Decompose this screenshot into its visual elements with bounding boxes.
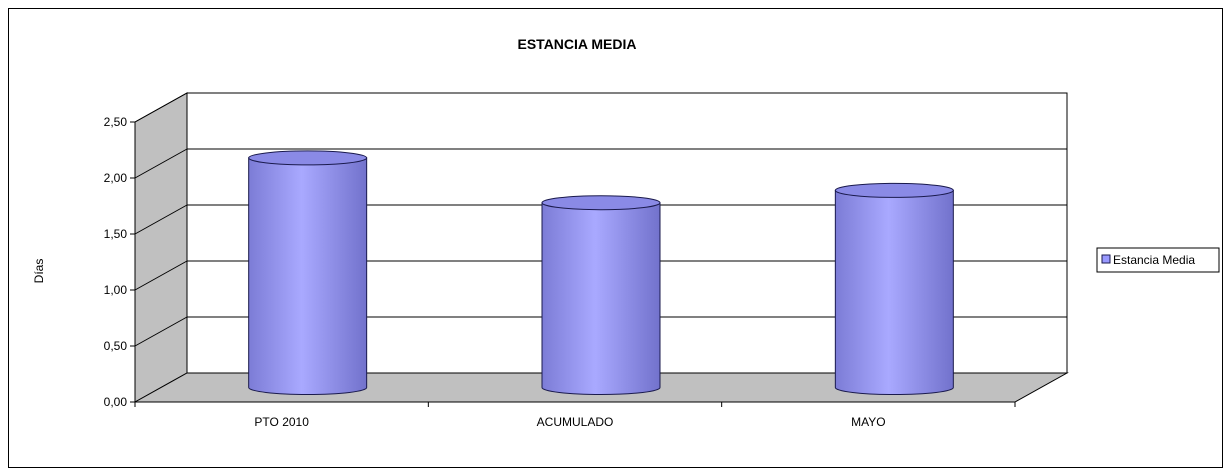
- y-axis-label: Días: [32, 259, 46, 284]
- side-gridline: [134, 148, 188, 179]
- x-ticks: PTO 2010 ACUMULADO MAYO: [134, 402, 1016, 429]
- y-tick-label: 2,00: [104, 171, 128, 185]
- side-gridline: [134, 92, 188, 123]
- chart-canvas: ESTANCIA MEDIA Días 0,00 0,50 1,00 1,50 2,00…: [32, 36, 1220, 429]
- x-tick-label: PTO 2010: [254, 415, 309, 429]
- x-tick-label: MAYO: [851, 415, 885, 429]
- legend-label: Estancia Media: [1113, 253, 1195, 267]
- bar-top: [248, 150, 368, 166]
- legend: Estancia Media: [1096, 247, 1220, 273]
- y-ticks: 0,00 0,50 1,00 1,50 2,00 2,50: [104, 115, 135, 409]
- x-tick-label: ACUMULADO: [537, 415, 614, 429]
- bars: [248, 150, 954, 395]
- bar-cylinder: [834, 182, 954, 395]
- y-tick-label: 1,50: [104, 227, 128, 241]
- bar-top: [541, 195, 661, 211]
- y-tick-label: 1,00: [104, 283, 128, 297]
- bar-body: [248, 157, 368, 395]
- side-gridline: [134, 260, 188, 291]
- side-gridline: [134, 204, 188, 235]
- chart-title: ESTANCIA MEDIA: [518, 36, 637, 52]
- legend-swatch: [1101, 254, 1111, 264]
- chart-frame: ESTANCIA MEDIA Días 0,00 0,50 1,00 1,50 2,00…: [8, 8, 1223, 468]
- bar-cylinder: [248, 150, 368, 395]
- y-tick-label: 0,50: [104, 339, 128, 353]
- y-tick-label: 0,00: [104, 395, 128, 409]
- side-gridline: [134, 316, 188, 347]
- bar-cylinder: [541, 195, 661, 395]
- bar-top: [834, 182, 954, 198]
- bar-body: [541, 202, 661, 395]
- legend-box: [1096, 247, 1220, 273]
- bar-body: [834, 189, 954, 395]
- axes: [134, 122, 1015, 403]
- side-wall: [134, 92, 188, 403]
- y-tick-label: 2,50: [104, 115, 128, 129]
